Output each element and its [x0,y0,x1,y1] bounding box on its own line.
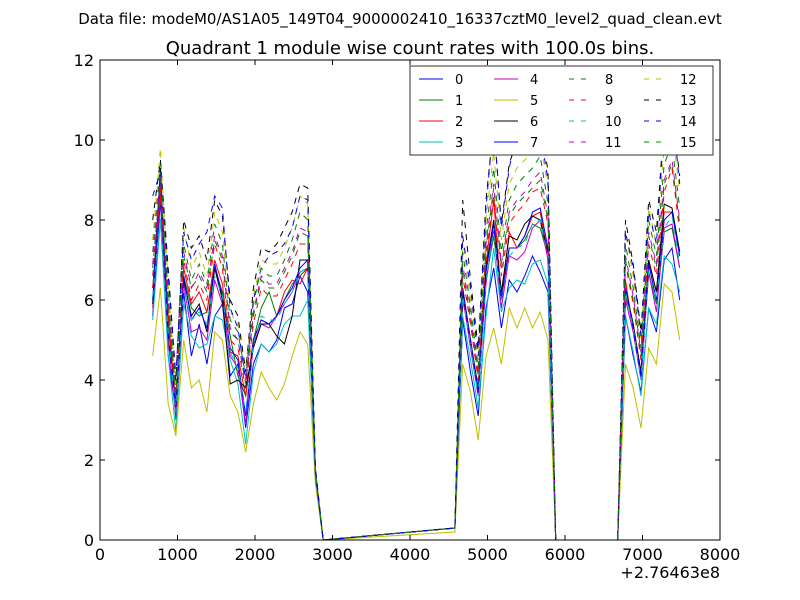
legend-frame [409,65,714,156]
legend-label-14: 14 [680,115,697,130]
legend-label-9: 9 [605,94,613,109]
legend-label-2: 2 [455,115,463,130]
x-tick-label: 1000 [157,545,198,564]
series-line-10 [152,214,681,540]
legend-label-11: 11 [605,136,622,151]
legend-label-10: 10 [605,115,622,130]
series-line-11 [152,159,681,540]
x-tick-label: 6000 [545,545,586,564]
x-tick-label: 2000 [235,545,276,564]
x-tick-label: 0 [95,545,105,564]
series-line-9 [152,167,681,540]
legend-label-6: 6 [530,115,538,130]
y-tick-label: 10 [74,131,94,150]
y-tick-label: 2 [84,451,94,470]
y-tick-label: 12 [74,51,94,70]
suptitle: Data file: modeM0/AS1A05_149T04_90000024… [78,10,722,29]
legend-label-0: 0 [455,73,463,88]
legend-label-12: 12 [680,73,697,88]
legend-label-13: 13 [680,94,697,109]
legend-label-8: 8 [605,73,613,88]
legend-label-3: 3 [455,136,463,151]
y-tick-label: 8 [84,211,94,230]
y-tick-label: 6 [84,291,94,310]
plot-series-layer [152,106,681,540]
series-line-14 [152,106,681,540]
chart-title: Quadrant 1 module wise count rates with … [166,38,655,59]
legend-label-7: 7 [530,136,538,151]
y-tick-label: 0 [84,531,94,550]
legend-label-1: 1 [455,94,463,109]
x-tick-label: 5000 [467,545,508,564]
y-tick-label: 4 [84,371,94,390]
legend-label-15: 15 [680,136,697,151]
x-tick-label: 7000 [622,545,663,564]
series-line-15 [152,143,681,540]
series-line-5 [152,282,681,540]
x-tick-label: 8000 [700,545,741,564]
legend-label-5: 5 [530,94,538,109]
x-tick-label: 4000 [390,545,431,564]
x-tick-label: 3000 [312,545,353,564]
axis-ticks-layer: 0 1000 2000 3000 4000 5000 6000 7000 80000246810… [74,51,741,564]
legend-label-4: 4 [530,73,538,88]
x-offset-label: +2.76463e8 [620,563,720,582]
